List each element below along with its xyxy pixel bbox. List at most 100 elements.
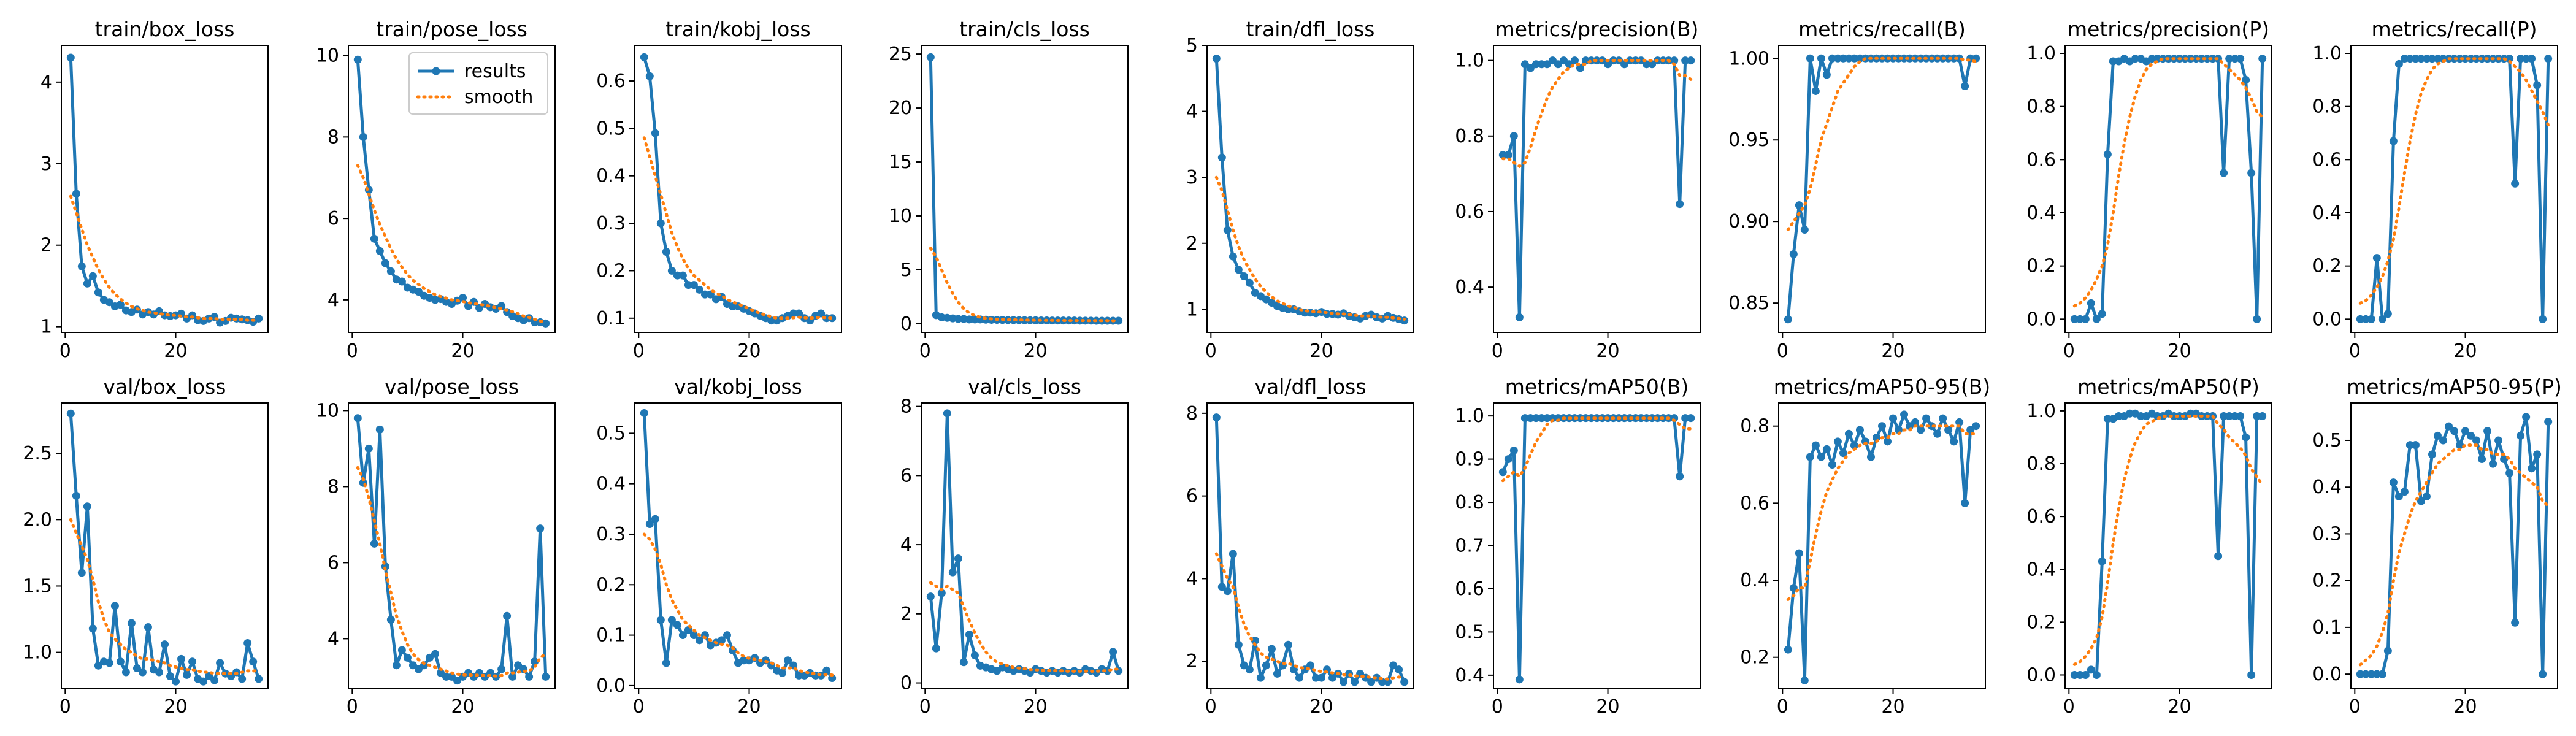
plot-area xyxy=(926,53,1123,325)
data-point-results xyxy=(2203,55,2212,63)
data-point-results xyxy=(177,654,186,663)
y-tick-label: 0 xyxy=(900,673,912,694)
data-point-results xyxy=(2356,315,2364,323)
data-point-results xyxy=(255,314,263,323)
data-point-results xyxy=(1317,673,1326,682)
data-point-results xyxy=(1223,226,1232,234)
y-tick-label: 0.85 xyxy=(1728,293,1769,314)
data-point-results xyxy=(1537,414,1546,423)
data-point-results xyxy=(2103,415,2112,423)
data-point-results xyxy=(740,656,748,665)
y-tick-label: 0.6 xyxy=(1455,578,1484,600)
data-point-results xyxy=(77,262,86,270)
data-point-results xyxy=(2422,492,2431,500)
y-tick-label: 6 xyxy=(1186,486,1198,507)
y-tick-label: 1.0 xyxy=(2026,43,2056,64)
y-tick-label: 0.0 xyxy=(2026,309,2056,330)
axes-frame xyxy=(1778,402,1986,689)
data-point-results xyxy=(2417,55,2425,63)
series-line-results xyxy=(642,413,834,679)
y-tick-label: 8 xyxy=(328,476,339,497)
subplot-train-box-loss: train/box_loss 0 20 1 2 3 4 xyxy=(40,17,269,362)
plot-area xyxy=(2070,409,2267,679)
data-point-results xyxy=(188,657,197,666)
y-tick-label: 5 xyxy=(1186,35,1198,56)
data-point-results xyxy=(2253,412,2261,421)
data-point-results xyxy=(2098,557,2106,565)
data-point-results xyxy=(155,668,163,677)
data-point-results xyxy=(72,190,80,198)
plot-area xyxy=(1212,55,1409,325)
data-point-results xyxy=(1229,550,1237,558)
y-tick-label: 3 xyxy=(40,153,52,175)
data-point-results xyxy=(822,666,831,675)
data-point-results xyxy=(2361,315,2370,323)
data-point-results xyxy=(1212,413,1221,422)
data-point-results xyxy=(1833,437,1842,446)
y-tick-label: 0.4 xyxy=(2026,559,2056,580)
subplot-title: metrics/recall(P) xyxy=(2371,17,2537,41)
subplot-title: metrics/mAP50-95(P) xyxy=(2347,375,2562,399)
axes-frame xyxy=(2350,402,2558,689)
y-tick-label: 0.2 xyxy=(2026,256,2056,277)
data-point-results xyxy=(1966,426,1975,434)
y-tick-label: 3 xyxy=(1186,167,1198,188)
data-point-results xyxy=(1839,449,1847,458)
data-point-results xyxy=(678,631,687,640)
y-tick-label: 0.0 xyxy=(596,675,626,697)
data-point-results xyxy=(1498,151,1507,159)
data-point-results xyxy=(767,316,776,325)
data-point-results xyxy=(2092,670,2101,679)
data-point-results xyxy=(1109,648,1117,656)
data-point-results xyxy=(2450,427,2458,435)
data-point-results xyxy=(1295,673,1303,682)
series-line-smooth xyxy=(2072,415,2264,666)
data-point-results xyxy=(689,631,698,640)
y-tick-label: 2 xyxy=(1186,233,1198,255)
data-point-results xyxy=(2209,55,2217,63)
x-tick-label: 20 xyxy=(164,696,187,718)
x-tick-label: 0 xyxy=(2349,696,2361,718)
plot-area xyxy=(2070,55,2267,323)
y-tick-label: 4 xyxy=(900,534,912,556)
y-tick-label: 0.6 xyxy=(1740,493,1769,514)
data-point-results xyxy=(2472,436,2481,445)
data-point-results xyxy=(965,315,973,324)
y-tick-label: 0.8 xyxy=(2026,96,2056,118)
y-tick-label: 2 xyxy=(40,235,52,256)
data-point-results xyxy=(255,675,263,683)
x-tick-label: 0 xyxy=(919,340,931,362)
y-tick-label: 1.0 xyxy=(1455,405,1484,427)
data-point-results xyxy=(959,658,968,667)
y-tick-label: 0.2 xyxy=(596,574,626,596)
y-tick-label: 0.5 xyxy=(596,118,626,139)
data-point-results xyxy=(431,650,439,658)
data-point-results xyxy=(2411,441,2420,450)
data-point-results xyxy=(1889,414,1898,423)
data-point-results xyxy=(1389,661,1398,670)
data-point-results xyxy=(2539,670,2547,678)
data-point-results xyxy=(94,661,102,670)
subplot-metrics-map50-95-p-: metrics/mAP50-95(P) 0 20 0.0 0.1 0.2 0.3 0.4 0.5 xyxy=(2312,375,2562,718)
data-point-results xyxy=(1515,675,1524,684)
data-point-results xyxy=(1822,445,1831,453)
y-tick-label: 8 xyxy=(900,396,912,418)
data-point-results xyxy=(2394,59,2403,68)
series-line-smooth xyxy=(2358,443,2550,667)
data-point-results xyxy=(1795,201,1803,210)
subplot-val-box-loss: val/box_loss 0 20 1.0 1.5 2.0 2.5 xyxy=(23,375,269,718)
legend-box xyxy=(408,52,548,115)
data-point-results xyxy=(2461,55,2470,63)
data-point-results xyxy=(645,72,654,80)
data-point-results xyxy=(508,672,517,681)
subplot-metrics-precision-p-: metrics/precision(P) 0 20 0.0 0.2 0.4 0.6 0.8 1.… xyxy=(2026,17,2272,362)
data-point-results xyxy=(678,271,687,280)
y-tick-label: 1.0 xyxy=(1455,50,1484,72)
data-point-results xyxy=(238,675,247,683)
y-tick-label: 0.4 xyxy=(2312,202,2342,224)
data-point-results xyxy=(2405,441,2414,450)
x-tick-label: 0 xyxy=(347,340,358,362)
data-point-results xyxy=(497,665,506,673)
x-tick-label: 20 xyxy=(2168,340,2191,362)
